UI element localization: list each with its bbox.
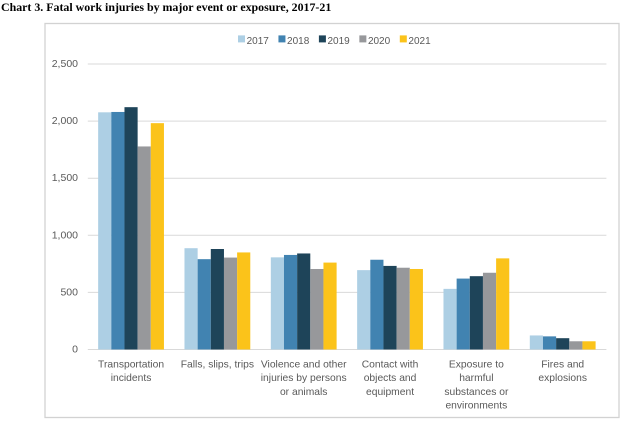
svg-text:incidents: incidents: [111, 373, 152, 384]
svg-text:Fires and: Fires and: [541, 359, 584, 370]
svg-text:2020: 2020: [368, 36, 391, 47]
svg-text:Contact with: Contact with: [362, 359, 419, 370]
svg-text:explosions: explosions: [538, 373, 587, 384]
svg-text:1,000: 1,000: [52, 229, 78, 241]
svg-text:equipment: equipment: [366, 387, 414, 398]
svg-text:substances or: substances or: [444, 387, 509, 398]
svg-text:2018: 2018: [287, 36, 310, 47]
svg-text:2,000: 2,000: [52, 115, 78, 127]
svg-text:environments: environments: [445, 401, 507, 412]
svg-text:Exposure to: Exposure to: [449, 359, 504, 370]
svg-text:1,500: 1,500: [52, 172, 78, 184]
svg-text:0: 0: [72, 344, 78, 356]
svg-text:Falls, slips, trips: Falls, slips, trips: [181, 359, 254, 370]
svg-text:2021: 2021: [408, 36, 431, 47]
svg-text:harmful: harmful: [459, 373, 493, 384]
svg-text:or animals: or animals: [280, 387, 328, 398]
svg-text:2019: 2019: [328, 36, 351, 47]
svg-text:2017: 2017: [247, 36, 270, 47]
svg-text:Violence and other: Violence and other: [261, 359, 347, 370]
svg-text:2,500: 2,500: [52, 58, 78, 70]
svg-text:Transportation: Transportation: [98, 359, 164, 370]
svg-text:500: 500: [60, 286, 78, 298]
svg-text:objects and: objects and: [364, 373, 417, 384]
svg-text:injuries by persons: injuries by persons: [261, 373, 347, 384]
